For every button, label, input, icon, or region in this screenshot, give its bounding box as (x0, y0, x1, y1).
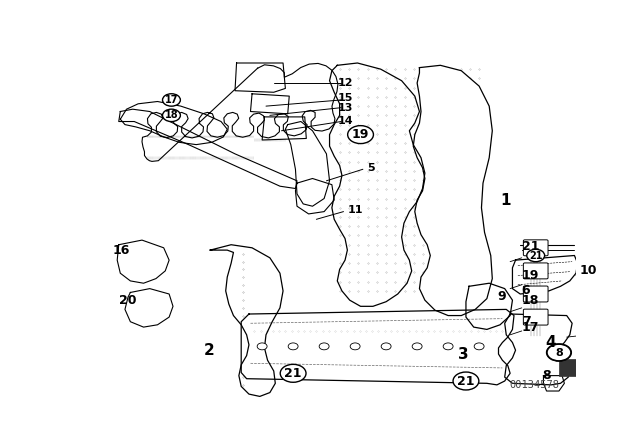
Text: 21: 21 (522, 240, 540, 253)
Text: 21: 21 (457, 375, 475, 388)
Text: 17: 17 (522, 321, 540, 334)
Text: 17: 17 (164, 95, 178, 105)
FancyBboxPatch shape (524, 240, 548, 256)
Polygon shape (250, 94, 289, 114)
Text: 21: 21 (284, 367, 302, 380)
Text: 21: 21 (529, 250, 543, 260)
Text: 5: 5 (367, 163, 374, 173)
Circle shape (280, 364, 306, 382)
Polygon shape (142, 64, 338, 161)
Text: 20: 20 (119, 293, 136, 307)
Text: 12: 12 (337, 78, 353, 88)
Circle shape (527, 249, 545, 262)
Circle shape (547, 344, 572, 361)
Circle shape (319, 343, 329, 350)
FancyBboxPatch shape (559, 359, 591, 375)
Text: 13: 13 (337, 103, 353, 112)
Polygon shape (117, 240, 169, 283)
Polygon shape (120, 102, 227, 145)
Text: 11: 11 (348, 205, 363, 215)
Polygon shape (125, 289, 173, 327)
Text: 18: 18 (522, 293, 539, 307)
FancyBboxPatch shape (524, 286, 548, 302)
Text: 19: 19 (522, 269, 539, 282)
Text: 16: 16 (113, 244, 130, 257)
Text: 1: 1 (500, 193, 511, 207)
Circle shape (163, 109, 180, 121)
Text: 10: 10 (580, 264, 597, 277)
Circle shape (163, 94, 180, 106)
Polygon shape (466, 283, 513, 329)
Text: 00134578: 00134578 (509, 380, 559, 390)
Polygon shape (241, 310, 514, 385)
Polygon shape (330, 63, 425, 306)
Polygon shape (262, 117, 307, 140)
Circle shape (453, 372, 479, 390)
Polygon shape (210, 245, 283, 396)
Text: 9: 9 (497, 290, 506, 303)
Text: 18: 18 (164, 110, 179, 121)
Circle shape (412, 343, 422, 350)
FancyBboxPatch shape (524, 263, 548, 279)
Polygon shape (413, 65, 492, 315)
Polygon shape (235, 63, 285, 92)
Circle shape (547, 344, 571, 361)
Polygon shape (543, 375, 564, 391)
Circle shape (552, 348, 566, 358)
Text: 8: 8 (542, 369, 550, 382)
Polygon shape (296, 178, 334, 214)
Text: 19: 19 (352, 128, 369, 141)
Polygon shape (505, 314, 572, 385)
Text: 14: 14 (337, 116, 353, 126)
Polygon shape (119, 109, 297, 189)
Polygon shape (285, 121, 330, 206)
FancyBboxPatch shape (524, 309, 548, 325)
Circle shape (288, 343, 298, 350)
Circle shape (348, 125, 374, 143)
Text: 8: 8 (555, 348, 563, 358)
Polygon shape (513, 255, 577, 294)
Text: 4: 4 (545, 335, 556, 350)
Text: 2: 2 (204, 343, 215, 358)
Circle shape (443, 343, 453, 350)
Text: 6: 6 (522, 284, 531, 297)
Circle shape (257, 343, 267, 350)
Circle shape (350, 343, 360, 350)
Text: 3: 3 (458, 347, 469, 362)
Circle shape (381, 343, 391, 350)
Text: 7: 7 (522, 315, 531, 328)
Text: 15: 15 (337, 93, 353, 103)
Circle shape (474, 343, 484, 350)
